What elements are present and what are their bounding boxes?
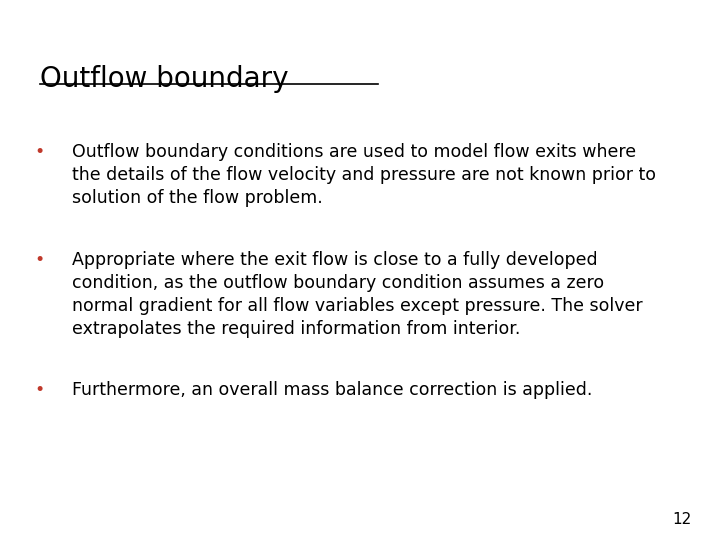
Text: Outflow boundary: Outflow boundary xyxy=(40,65,288,93)
Text: •: • xyxy=(35,143,45,161)
Text: Appropriate where the exit flow is close to a fully developed
condition, as the : Appropriate where the exit flow is close… xyxy=(72,251,643,338)
Text: •: • xyxy=(35,251,45,269)
Text: 12: 12 xyxy=(672,511,691,526)
Text: •: • xyxy=(35,381,45,399)
Text: Furthermore, an overall mass balance correction is applied.: Furthermore, an overall mass balance cor… xyxy=(72,381,593,399)
Text: Outflow boundary conditions are used to model flow exits where
the details of th: Outflow boundary conditions are used to … xyxy=(72,143,656,207)
